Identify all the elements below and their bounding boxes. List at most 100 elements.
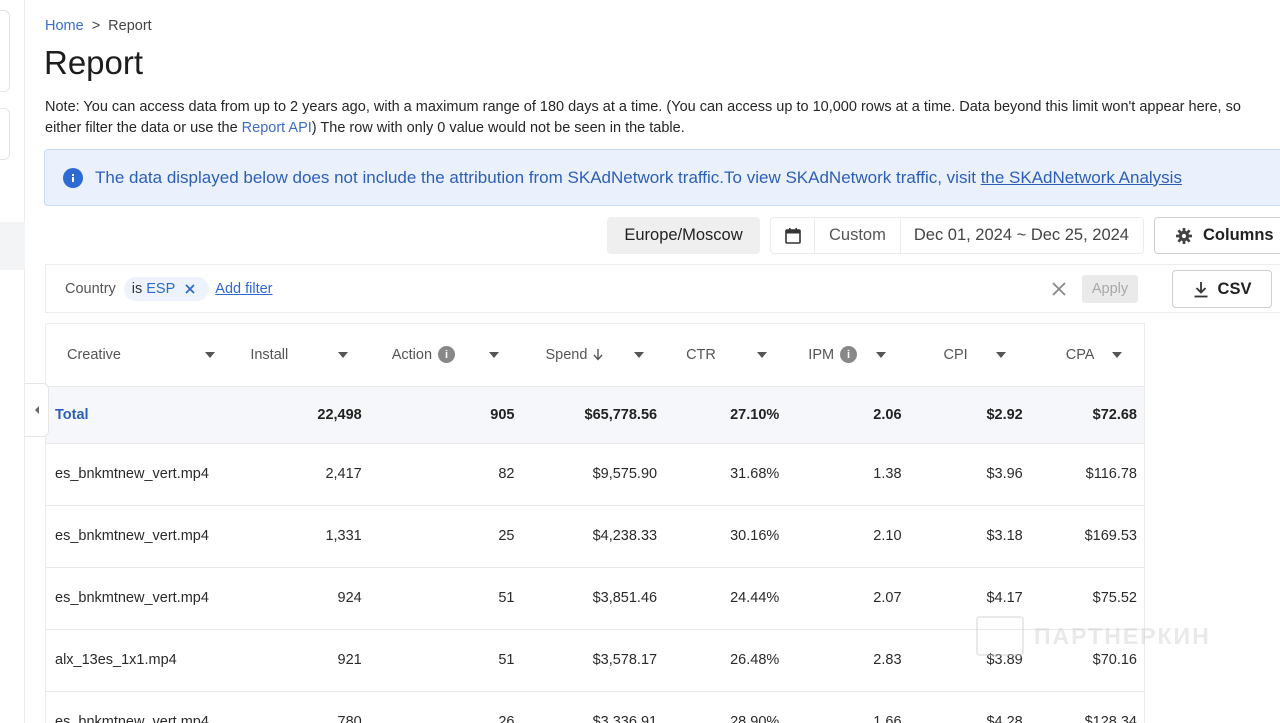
note-text: Note: You can access data from up to 2 y…	[45, 97, 1275, 139]
cell-creative: es_bnkmtnew_vert.mp4	[46, 504, 230, 567]
filter-bar: Country is ESP Add filter Apply CSV	[45, 264, 1280, 313]
caret-down-icon[interactable]	[757, 351, 768, 358]
cell-spend: $3,851.46	[514, 566, 658, 629]
total-ctr: 27.10%	[657, 385, 780, 443]
remove-filter-icon[interactable]	[179, 277, 201, 301]
note-suffix: ) The row with only 0 value would not be…	[311, 120, 685, 136]
table-row[interactable]: es_bnkmtnew_vert.mp4 2,417 82 $9,575.90 …	[46, 442, 1144, 505]
cell-cpi: $3.18	[901, 504, 1024, 567]
add-filter-link[interactable]: Add filter	[215, 280, 273, 297]
gear-icon	[1176, 227, 1192, 244]
cell-creative: es_bnkmtnew_vert.mp4	[46, 442, 230, 505]
table-row[interactable]: es_bnkmtnew_vert.mp4 1,331 25 $4,238.33 …	[46, 504, 1144, 567]
cell-cpa: $70.16	[1023, 628, 1144, 691]
table-row[interactable]: es_bnkmtnew_vert.mp4 780 26 $3,336.91 28…	[46, 690, 1144, 723]
cell-cpa: $116.78	[1023, 442, 1144, 505]
cell-action: 82	[361, 442, 515, 505]
column-header-install[interactable]: Install	[229, 324, 361, 386]
apply-button[interactable]: Apply	[1082, 275, 1138, 303]
column-header-spend[interactable]: Spend	[515, 324, 658, 386]
cell-ipm: 1.66	[779, 690, 902, 723]
cell-cpi: $4.28	[901, 690, 1024, 723]
skadnetwork-alert: The data displayed below does not includ…	[44, 149, 1280, 206]
total-cpa: $72.68	[1023, 385, 1144, 443]
report-api-link[interactable]: Report API	[241, 120, 312, 136]
sidebar-card[interactable]	[0, 108, 10, 160]
caret-down-icon[interactable]	[995, 351, 1006, 358]
caret-down-icon[interactable]	[337, 351, 348, 358]
header-label: CPA	[1065, 346, 1095, 363]
date-range-picker[interactable]: Custom Dec 01, 2024 ~ Dec 25, 2024	[770, 217, 1144, 254]
column-header-action[interactable]: Action i	[362, 324, 515, 386]
info-icon[interactable]: i	[840, 346, 858, 364]
cell-action: 25	[361, 504, 515, 567]
cell-spend: $3,578.17	[514, 628, 658, 691]
page-title: Report	[44, 44, 144, 81]
clear-filters-icon[interactable]	[1049, 279, 1069, 299]
table-header-row: Creative Install Action i Spend CTR IPM i …	[46, 324, 1144, 386]
total-cpi: $2.92	[901, 385, 1024, 443]
collapse-sidebar-button[interactable]	[25, 383, 49, 437]
csv-download-button[interactable]: CSV	[1172, 270, 1272, 308]
cell-install: 921	[229, 628, 362, 691]
total-ipm: 2.06	[779, 385, 902, 443]
cell-cpi: $3.96	[901, 442, 1024, 505]
header-label: IPM	[808, 346, 835, 363]
caret-down-icon[interactable]	[488, 351, 499, 358]
sidebar-item-selected[interactable]	[0, 222, 25, 270]
skadnetwork-analysis-link[interactable]: the SKAdNetwork Analysis	[980, 167, 1182, 187]
cell-creative: es_bnkmtnew_vert.mp4	[46, 690, 230, 723]
alert-text: The data displayed below does not includ…	[95, 168, 1182, 188]
sort-descending-icon[interactable]	[593, 348, 603, 361]
column-header-cpa[interactable]: CPA	[1024, 324, 1144, 386]
column-header-cpi[interactable]: CPI	[902, 324, 1024, 386]
cell-cpi: $4.17	[901, 566, 1024, 629]
info-icon[interactable]: i	[438, 346, 456, 364]
cell-creative: alx_13es_1x1.mp4	[46, 628, 230, 691]
column-header-creative[interactable]: Creative	[46, 324, 229, 386]
caret-down-icon[interactable]	[1112, 351, 1122, 358]
header-label: Action	[391, 346, 433, 363]
report-table: Creative Install Action i Spend CTR IPM i …	[45, 323, 1145, 723]
breadcrumb-home-link[interactable]: Home	[45, 18, 84, 34]
cell-ctr: 26.48%	[657, 628, 780, 691]
table-row[interactable]: es_bnkmtnew_vert.mp4 924 51 $3,851.46 24…	[46, 566, 1144, 629]
cell-ctr: 30.16%	[657, 504, 780, 567]
cell-install: 924	[229, 566, 362, 629]
total-label: Total	[46, 385, 230, 443]
columns-button[interactable]: Columns	[1154, 217, 1280, 254]
table-row[interactable]: alx_13es_1x1.mp4 921 51 $3,578.17 26.48%…	[46, 628, 1144, 691]
sidebar	[0, 0, 25, 723]
date-mode[interactable]: Custom	[815, 218, 901, 253]
header-label: Spend	[545, 346, 588, 363]
cell-ctr: 24.44%	[657, 566, 780, 629]
breadcrumb-current: Report	[108, 18, 152, 34]
caret-down-icon[interactable]	[205, 351, 216, 358]
cell-action: 26	[361, 690, 515, 723]
total-install: 22,498	[229, 385, 362, 443]
filter-operator: is	[131, 280, 143, 297]
cell-cpi: $3.89	[901, 628, 1024, 691]
timezone-selector[interactable]: Europe/Moscow	[607, 217, 760, 254]
cell-install: 780	[229, 690, 362, 723]
filter-key: Country	[65, 280, 116, 297]
date-range-value[interactable]: Dec 01, 2024 ~ Dec 25, 2024	[913, 226, 1129, 244]
watermark-text: ПАРТНЕРКИН	[1034, 622, 1211, 649]
cell-ipm: 2.83	[779, 628, 902, 691]
cell-ipm: 2.10	[779, 504, 902, 567]
column-header-ipm[interactable]: IPM i	[779, 324, 901, 386]
caret-down-icon[interactable]	[634, 351, 645, 358]
watermark-logo	[976, 616, 1024, 656]
note-prefix: Note: You can access data from up to 2 y…	[45, 99, 1241, 136]
cell-spend: $9,575.90	[514, 442, 658, 505]
cell-install: 2,417	[229, 442, 362, 505]
cell-ipm: 1.38	[779, 442, 902, 505]
column-header-ctr[interactable]: CTR	[657, 324, 779, 386]
filter-value: ESP	[146, 280, 176, 297]
breadcrumb: Home > Report	[45, 18, 152, 34]
calendar-icon[interactable]	[771, 218, 815, 253]
filter-chip[interactable]: is ESP	[123, 276, 210, 301]
sidebar-card[interactable]	[0, 10, 10, 92]
caret-down-icon[interactable]	[875, 351, 886, 358]
header-label: CTR	[686, 346, 716, 363]
